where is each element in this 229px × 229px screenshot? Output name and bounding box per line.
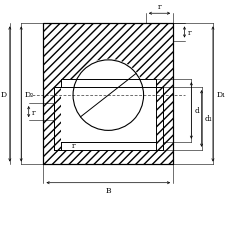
Text: r: r xyxy=(157,3,161,11)
Text: D₂: D₂ xyxy=(25,91,34,98)
Bar xyxy=(54,88,162,150)
Text: d₁: d₁ xyxy=(204,115,212,123)
Bar xyxy=(155,88,162,150)
Text: D₁: D₁ xyxy=(215,91,224,98)
Circle shape xyxy=(73,61,143,131)
Text: B: B xyxy=(105,186,111,194)
Text: r: r xyxy=(71,141,75,149)
Bar xyxy=(43,24,172,165)
Text: d: d xyxy=(194,107,199,115)
Text: r: r xyxy=(32,108,35,116)
Text: r: r xyxy=(187,29,191,37)
Circle shape xyxy=(72,60,144,132)
Bar xyxy=(60,80,155,142)
Bar xyxy=(43,24,172,165)
Bar xyxy=(54,88,162,150)
Bar xyxy=(54,88,60,150)
Text: D: D xyxy=(0,91,6,98)
